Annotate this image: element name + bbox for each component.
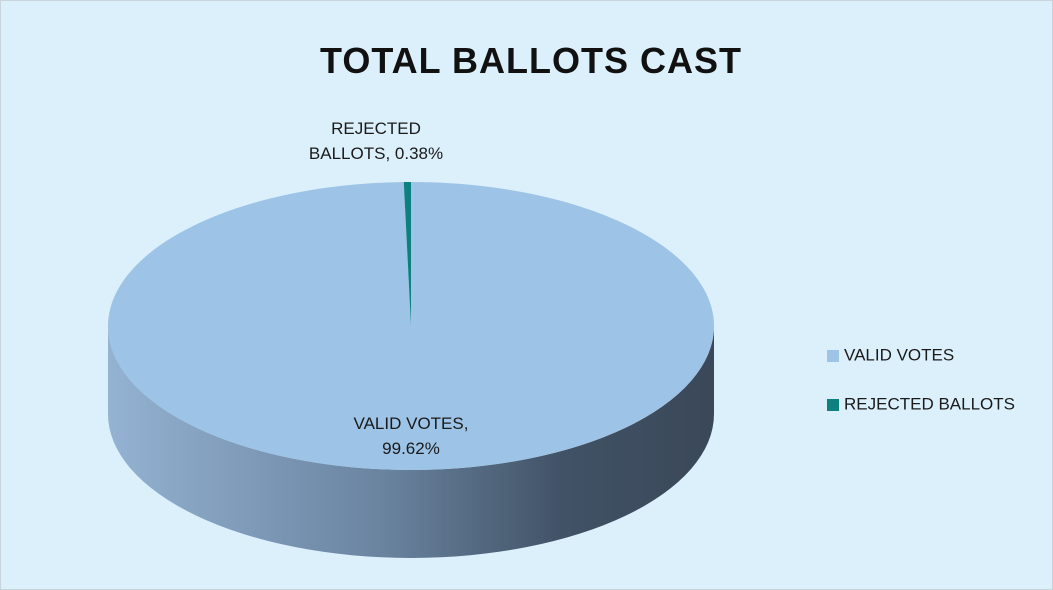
legend-label: REJECTED BALLOTS (844, 394, 1015, 413)
pie-slice (108, 182, 715, 471)
chart-title: TOTAL BALLOTS CAST (320, 40, 742, 81)
pie-side (108, 326, 714, 558)
pie-slice (403, 182, 411, 326)
data-label: VALID VOTES, 99.62% (353, 414, 469, 458)
legend-swatch (827, 399, 839, 411)
legend-swatch (827, 350, 839, 362)
legend-label: VALID VOTES (844, 345, 954, 364)
data-label: REJECTED BALLOTS, 0.38% (308, 119, 444, 163)
